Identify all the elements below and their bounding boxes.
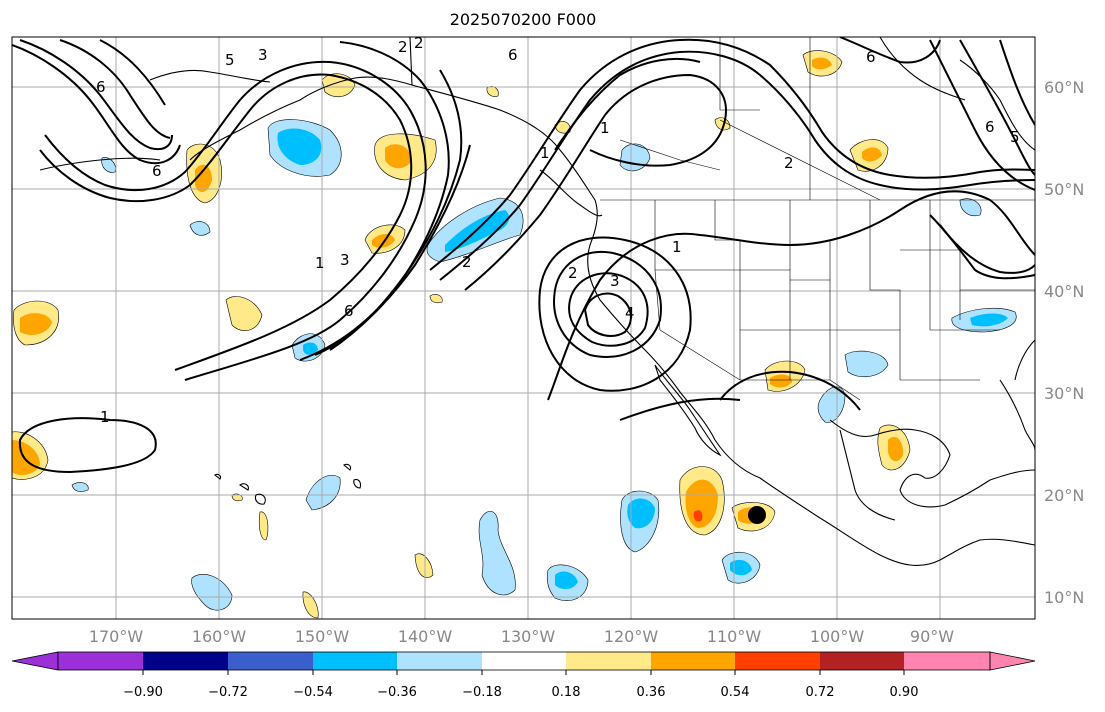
contour-labels: 6 5 3 2 1 6 1 2 6 1 6 5 2 1 2 3 4 1 2 3 … [96, 34, 1020, 426]
colorbar-tick-label: 0.72 [806, 685, 835, 700]
lat-label: 20°N [1044, 486, 1084, 505]
colorbar-segment [735, 652, 820, 670]
contour-label: 6 [985, 118, 995, 136]
colorbar-tick-label: −0.36 [377, 685, 417, 700]
lon-label: 160°W [192, 627, 247, 646]
lat-label: 60°N [1044, 78, 1084, 97]
colorbar-segment [397, 652, 482, 670]
contour-label: 2 [784, 154, 794, 172]
colorbar-tick-label: −0.54 [293, 685, 333, 700]
contour-label: 6 [866, 48, 876, 66]
colorbar-segment [143, 652, 228, 670]
contour-label: 6 [508, 46, 518, 64]
latitude-labels: 60°N 50°N 40°N 30°N 20°N 10°N [1044, 78, 1084, 607]
contour-label: 6 [152, 162, 162, 180]
lat-label: 30°N [1044, 384, 1084, 403]
contour-label: 1 [672, 238, 682, 256]
longitude-labels: 170°W 160°W 150°W 140°W 130°W 120°W 110°… [89, 627, 954, 646]
contours [12, 37, 1035, 474]
lon-label: 90°W [910, 627, 954, 646]
colorbar-tick-label: 0.36 [637, 685, 666, 700]
colorbar-segment [820, 652, 904, 670]
colorbar-segment [651, 652, 735, 670]
lon-label: 100°W [810, 627, 865, 646]
colorbar-tick-label: 0.54 [721, 685, 750, 700]
contour-label: 3 [258, 46, 268, 64]
coastlines [39, 37, 1035, 566]
colorbar-tick-label: −0.18 [462, 685, 502, 700]
lon-label: 150°W [295, 627, 350, 646]
colorbar-segment [904, 652, 990, 670]
lat-label: 50°N [1044, 180, 1084, 199]
graticule [12, 37, 1035, 619]
colorbar-segment [58, 652, 143, 670]
map-frame [11, 36, 1036, 620]
political-borders [600, 37, 1035, 401]
contour-label: 6 [96, 78, 106, 96]
contour-label: 2 [414, 34, 424, 52]
colorbar-tick-label: −0.90 [123, 685, 163, 700]
colorbar-extend-max [989, 651, 1036, 671]
lon-label: 120°W [604, 627, 659, 646]
contour-label: 3 [340, 251, 350, 269]
location-marker [748, 506, 766, 524]
map-title: 2025070200 F000 [449, 10, 597, 29]
lon-label: 140°W [398, 627, 453, 646]
colorbar-segment [228, 652, 313, 670]
contour-label: 5 [1010, 128, 1020, 146]
colorbar-tick-label: −0.72 [208, 685, 248, 700]
contour-label: 4 [625, 304, 635, 322]
contour-label: 3 [610, 272, 620, 290]
contour-label: 1 [540, 144, 550, 162]
colorbar-tick-label: 0.18 [552, 685, 581, 700]
contour-label: 2 [462, 253, 472, 271]
lat-label: 40°N [1044, 282, 1084, 301]
colorbar-tick-label: 0.90 [890, 685, 919, 700]
colorbar-segment [566, 652, 651, 670]
lat-label: 10°N [1044, 588, 1084, 607]
contour-label: 1 [100, 408, 110, 426]
lon-label: 170°W [89, 627, 144, 646]
colorbar-segment [313, 652, 397, 670]
map-area [12, 37, 1035, 619]
colorbar-segment [482, 652, 566, 670]
lon-label: 130°W [501, 627, 556, 646]
colorbar: −0.90 −0.72 −0.54 −0.36 −0.18 0.18 0.36 … [11, 651, 1036, 700]
contour-label: 6 [344, 302, 354, 320]
contour-label: 1 [315, 254, 325, 272]
contour-label: 2 [398, 38, 408, 56]
contour-label: 1 [600, 119, 610, 137]
contour-label: 5 [225, 51, 235, 69]
colorbar-extend-min [11, 651, 59, 671]
lon-label: 110°W [707, 627, 762, 646]
contour-label: 2 [568, 264, 578, 282]
